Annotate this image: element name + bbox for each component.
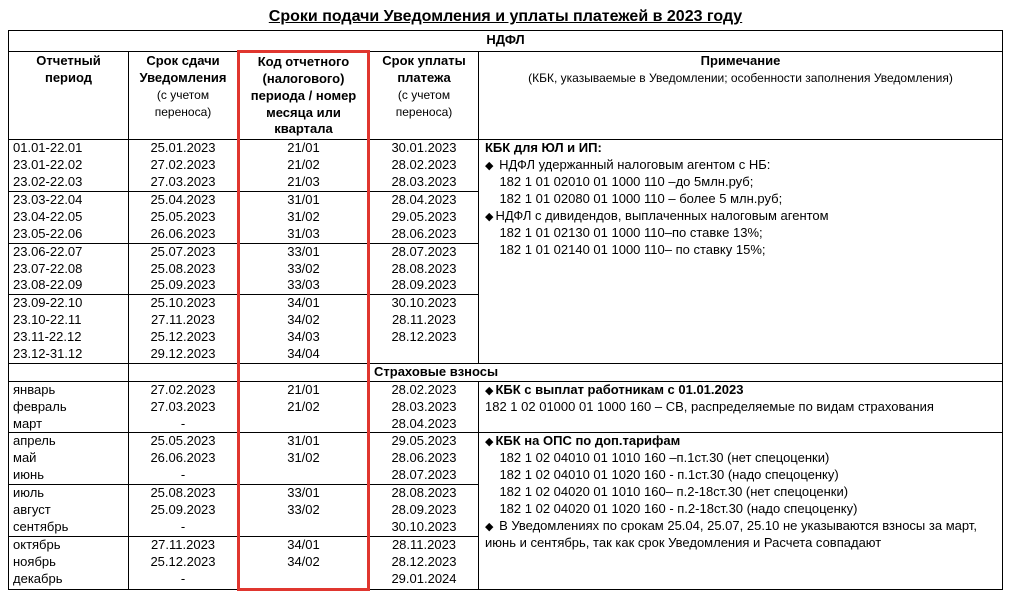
sv-note-big: КБК на ОПС по доп.тарифам 182 1 02 04010… bbox=[479, 433, 1003, 589]
cell-code: 33/0133/0233/03 bbox=[239, 243, 369, 295]
col-note: Примечание(КБК, указываемые в Уведомлени… bbox=[479, 51, 1003, 139]
cell-code: 21/0121/0221/03 bbox=[239, 140, 369, 192]
cell-period: июльавгустсентябрь bbox=[9, 485, 129, 537]
page-title: Сроки подачи Уведомления и уплаты платеж… bbox=[8, 8, 1003, 26]
cell-pay: 28.04.202329.05.202328.06.2023 bbox=[369, 192, 479, 244]
cell-period: октябрьноябрьдекабрь bbox=[9, 536, 129, 589]
cell-code: 21/0121/02 bbox=[239, 381, 369, 433]
col-pay: Срок уплаты платежа(с учетом переноса) bbox=[369, 51, 479, 139]
ndfl-note: КБК для ЮЛ и ИП: НДФЛ удержанный налогов… bbox=[479, 140, 1003, 364]
cell-period: 01.01-22.0123.01-22.0223.02-22.03 bbox=[9, 140, 129, 192]
cell-code: 34/0134/02 bbox=[239, 536, 369, 589]
cell-deadline: 27.02.202327.03.2023- bbox=[129, 381, 239, 433]
cell-period: 23.09-22.1023.10-22.1123.11-22.1223.12-3… bbox=[9, 295, 129, 364]
cell-code: 34/0134/0234/0334/04 bbox=[239, 295, 369, 364]
cell-deadline: 25.04.202325.05.202326.06.2023 bbox=[129, 192, 239, 244]
table-row: апрельмайиюнь25.05.202326.06.2023-31/013… bbox=[9, 433, 1003, 485]
table-row: январьфевральмарт27.02.202327.03.2023-21… bbox=[9, 381, 1003, 433]
cell-period: январьфевральмарт bbox=[9, 381, 129, 433]
cell-pay: 30.01.202328.02.202328.03.2023 bbox=[369, 140, 479, 192]
cell-deadline: 25.08.202325.09.2023- bbox=[129, 485, 239, 537]
cell-deadline: 25.01.202327.02.202327.03.2023 bbox=[129, 140, 239, 192]
cell-pay: 29.05.202328.06.202328.07.2023 bbox=[369, 433, 479, 485]
cell-period: 23.03-22.0423.04-22.0523.05-22.06 bbox=[9, 192, 129, 244]
cell-pay: 28.07.202328.08.202328.09.2023 bbox=[369, 243, 479, 295]
col-period: Отчетный период bbox=[9, 51, 129, 139]
table-row: НДФЛ bbox=[9, 31, 1003, 52]
section-sv: Страховые взносы bbox=[369, 363, 1003, 381]
cell-deadline: 27.11.202325.12.2023- bbox=[129, 536, 239, 589]
cell-deadline: 25.05.202326.06.2023- bbox=[129, 433, 239, 485]
col-code: Код отчетного (налогового) периода / ном… bbox=[239, 51, 369, 139]
table-row: Отчетный периодСрок сдачи Уведомления(с … bbox=[9, 51, 1003, 139]
deadlines-table: НДФЛОтчетный периодСрок сдачи Уведомлени… bbox=[8, 30, 1003, 591]
table-row: 01.01-22.0123.01-22.0223.02-22.0325.01.2… bbox=[9, 140, 1003, 192]
empty bbox=[239, 363, 369, 381]
empty bbox=[9, 363, 129, 381]
cell-deadline: 25.10.202327.11.202325.12.202329.12.2023 bbox=[129, 295, 239, 364]
cell-code: 31/0131/0231/03 bbox=[239, 192, 369, 244]
empty bbox=[129, 363, 239, 381]
cell-pay: 28.11.202328.12.202329.01.2024 bbox=[369, 536, 479, 589]
cell-deadline: 25.07.202325.08.202325.09.2023 bbox=[129, 243, 239, 295]
cell-code: 33/0133/02 bbox=[239, 485, 369, 537]
sv-note-1: КБК с выплат работникам с 01.01.2023182 … bbox=[479, 381, 1003, 433]
section-ndfl: НДФЛ bbox=[9, 31, 1003, 52]
col-deadline: Срок сдачи Уведомления(с учетом переноса… bbox=[129, 51, 239, 139]
cell-code: 31/0131/02 bbox=[239, 433, 369, 485]
cell-period: 23.06-22.0723.07-22.0823.08-22.09 bbox=[9, 243, 129, 295]
cell-pay: 28.08.202328.09.202330.10.2023 bbox=[369, 485, 479, 537]
cell-pay: 28.02.202328.03.202328.04.2023 bbox=[369, 381, 479, 433]
table-row: Страховые взносы bbox=[9, 363, 1003, 381]
cell-period: апрельмайиюнь bbox=[9, 433, 129, 485]
cell-pay: 30.10.202328.11.202328.12.2023 bbox=[369, 295, 479, 364]
